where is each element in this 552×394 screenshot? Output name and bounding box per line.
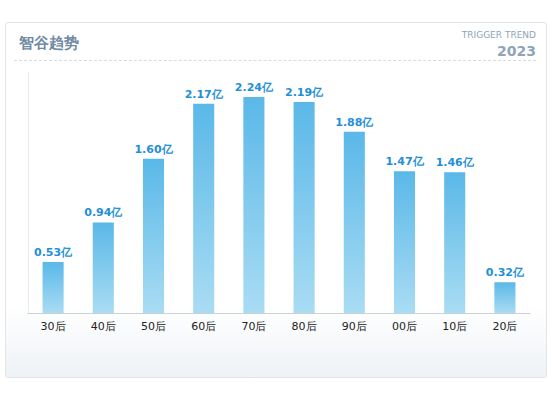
- svg-text:30后: 30后: [41, 320, 66, 333]
- svg-text:2023: 2023: [497, 43, 536, 59]
- svg-text:1.46亿: 1.46亿: [436, 156, 475, 169]
- svg-text:2.24亿: 2.24亿: [235, 81, 274, 94]
- svg-text:0.94亿: 0.94亿: [84, 206, 123, 219]
- svg-text:80后: 80后: [292, 320, 317, 333]
- svg-text:90后: 90后: [342, 320, 367, 333]
- svg-text:70后: 70后: [241, 320, 266, 333]
- svg-text:00后: 00后: [392, 320, 417, 333]
- svg-text:TRIGGER TREND: TRIGGER TREND: [461, 30, 536, 40]
- svg-text:50后: 50后: [141, 320, 166, 333]
- svg-text:智谷趋势: 智谷趋势: [18, 34, 79, 52]
- svg-text:0.32亿: 0.32亿: [486, 266, 525, 279]
- svg-text:1.60亿: 1.60亿: [134, 143, 173, 156]
- svg-text:10后: 10后: [442, 320, 467, 333]
- svg-text:1.88亿: 1.88亿: [335, 116, 374, 129]
- svg-text:60后: 60后: [191, 320, 216, 333]
- svg-text:2.19亿: 2.19亿: [285, 86, 324, 99]
- svg-text:40后: 40后: [91, 320, 116, 333]
- svg-text:0.53亿: 0.53亿: [34, 246, 73, 259]
- svg-text:20后: 20后: [492, 320, 517, 333]
- svg-text:2.17亿: 2.17亿: [185, 88, 224, 101]
- svg-text:1.47亿: 1.47亿: [385, 155, 424, 168]
